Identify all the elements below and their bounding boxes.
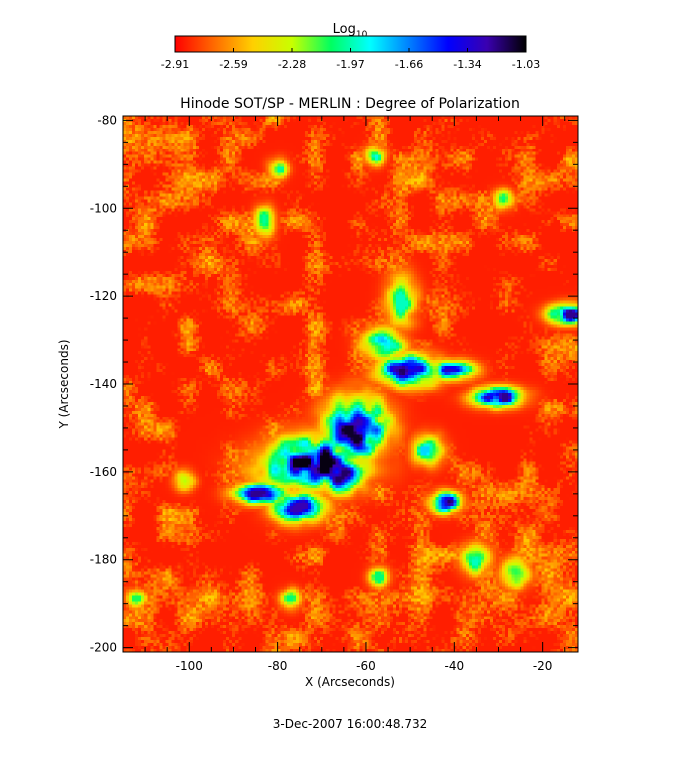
colorbar-ticks: -2.91 -2.59 -2.28 -1.97 -1.66 -1.34 -1.03 <box>161 48 540 71</box>
y-tick-label: -140 <box>90 377 117 391</box>
x-tick-label: -60 <box>356 659 376 673</box>
colorbar-label: Log10 <box>333 22 368 40</box>
colorbar-tick-label: -1.34 <box>453 58 481 71</box>
heatmap-image <box>123 116 578 652</box>
y-tick-label: -200 <box>90 641 117 655</box>
y-tick-label: -180 <box>90 553 117 567</box>
x-tick-label: -40 <box>445 659 465 673</box>
x-axis-label: X (Arcseconds) <box>305 675 395 689</box>
y-tick-label: -120 <box>90 289 117 303</box>
colorbar-tick-label: -2.59 <box>219 58 247 71</box>
y-tick-label: -160 <box>90 465 117 479</box>
y-tick-label: -100 <box>90 201 117 215</box>
x-tick-label: -100 <box>176 659 203 673</box>
colorbar-tick-label: -1.97 <box>336 58 364 71</box>
heatmap-raster <box>123 116 578 652</box>
x-tick-label: -80 <box>268 659 288 673</box>
colorbar: Log10 -2.91 -2.59 -2.28 -1.97 -1.66 -1.34 -1.0… <box>161 22 540 71</box>
y-axis-label: Y (Arcseconds) <box>57 339 71 429</box>
y-axis: -80 -100 -120 -140 -160 -180 -200 <box>90 113 578 655</box>
x-axis: -100 -80 -60 -40 -20 <box>144 116 566 673</box>
timestamp: 3-Dec-2007 16:00:48.732 <box>273 717 427 731</box>
y-tick-label: -80 <box>97 113 117 127</box>
chart-title: Hinode SOT/SP - MERLIN : Degree of Polar… <box>180 96 520 112</box>
colorbar-tick-label: -2.28 <box>278 58 306 71</box>
colorbar-tick-label: -1.03 <box>512 58 540 71</box>
x-tick-label: -20 <box>533 659 553 673</box>
colorbar-tick-label: -1.66 <box>395 58 423 71</box>
colorbar-tick-label: -2.91 <box>161 58 189 71</box>
